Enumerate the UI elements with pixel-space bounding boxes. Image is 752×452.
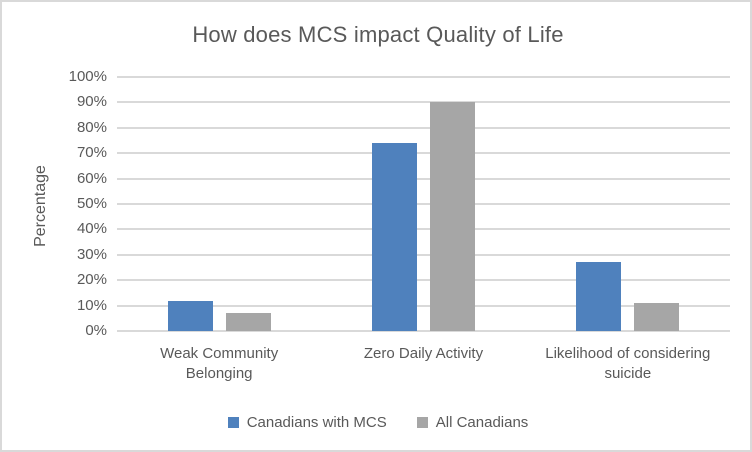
gridline — [117, 228, 730, 231]
y-tick-label: 30% — [76, 245, 107, 263]
category-label-likelihood-considering-suicide: Likelihood of considering suicide — [545, 345, 711, 382]
legend-swatch-all-canadians-icon — [416, 417, 428, 428]
y-tick-label: 90% — [76, 93, 107, 111]
y-tick-label: 60% — [76, 169, 107, 187]
gridline — [117, 126, 730, 129]
legend: Canadians with MCS All Canadians — [2, 414, 750, 431]
legend-item-canadians-with-mcs: Canadians with MCS — [227, 414, 387, 431]
gridline — [117, 76, 730, 78]
bar-series2-category3 — [634, 303, 680, 331]
bar-series1-category3 — [576, 262, 622, 331]
bar-series1-category1 — [167, 300, 213, 331]
y-axis-ticks: 0% 10% 20% 30% 40% 50% 60% 70% 80% 90% 100% — [2, 68, 107, 339]
legend-label-all-canadians: All Canadians — [435, 414, 529, 431]
y-tick-label: 0% — [85, 322, 107, 339]
gridline — [117, 203, 730, 205]
gridline — [117, 152, 730, 155]
x-axis-line — [117, 330, 730, 332]
gridline — [117, 101, 730, 104]
y-tick-label: 70% — [76, 144, 107, 162]
x-axis-labels: Weak Community Belonging Zero Daily Acti… — [117, 344, 730, 384]
gridline — [117, 279, 730, 282]
bar-series1-category2 — [372, 143, 417, 331]
y-tick-label: 10% — [76, 296, 107, 314]
legend-swatch-canadians-with-mcs-icon — [227, 417, 239, 428]
y-tick-label: 20% — [76, 271, 107, 289]
plot-area — [117, 76, 730, 332]
y-tick-label: 40% — [76, 220, 107, 238]
bar-series2-category2 — [430, 102, 475, 331]
legend-label-canadians-with-mcs: Canadians with MCS — [246, 414, 387, 431]
category-label-weak-community-belonging: Weak Community Belonging — [160, 345, 279, 382]
gridline — [117, 177, 730, 180]
gridline — [117, 253, 730, 256]
bar-series2-category1 — [225, 313, 271, 331]
category-label-zero-daily-activity: Zero Daily Activity — [363, 345, 484, 362]
y-tick-label: 50% — [76, 195, 107, 212]
gridline — [117, 304, 730, 307]
legend-item-all-canadians: All Canadians — [416, 414, 529, 431]
y-tick-label: 100% — [68, 68, 107, 85]
chart-title: How does MCS impact Quality of Life — [192, 22, 564, 47]
y-tick-label: 80% — [76, 118, 107, 136]
